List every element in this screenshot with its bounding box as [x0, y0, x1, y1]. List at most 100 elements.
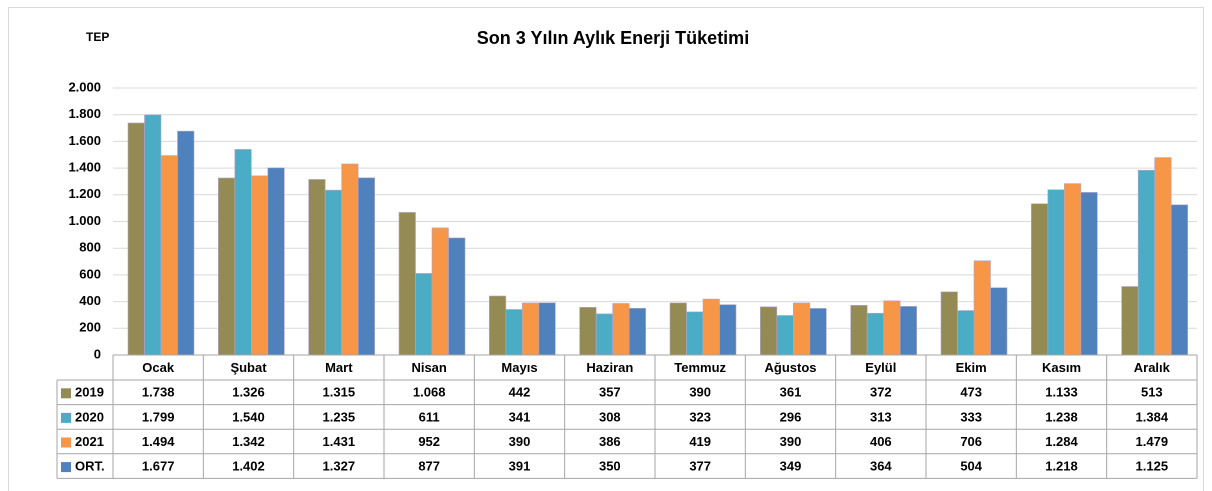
table-value: 442 — [509, 385, 531, 400]
y-tick-label: 1.200 — [68, 186, 101, 201]
bar — [760, 306, 778, 356]
bar — [538, 302, 556, 356]
table-value: 419 — [689, 434, 711, 449]
table-value: 952 — [418, 434, 440, 449]
bar — [1121, 286, 1139, 356]
bar — [308, 179, 326, 356]
y-tick-label: 1.800 — [68, 106, 101, 121]
x-tick-label: Temmuz — [674, 360, 726, 375]
bar — [448, 237, 466, 356]
table-value: 313 — [870, 409, 892, 424]
bar — [719, 304, 737, 356]
bar — [1137, 169, 1155, 356]
bar — [398, 212, 416, 356]
table-value: 357 — [599, 385, 621, 400]
table-value: 390 — [689, 385, 711, 400]
table-value: 1.738 — [142, 385, 175, 400]
y-tick-label: 400 — [79, 293, 101, 308]
table-value: 1.235 — [323, 409, 356, 424]
table-value: 706 — [960, 434, 982, 449]
table-value: 1.315 — [323, 385, 356, 400]
table-value: 1.238 — [1045, 409, 1078, 424]
table-value: 1.327 — [323, 459, 356, 474]
x-tick-label: Haziran — [586, 360, 633, 375]
chart-title: Son 3 Yılın Aylık Enerji Tüketimi — [477, 28, 749, 48]
bar — [686, 311, 704, 356]
bar — [793, 302, 811, 356]
bar — [324, 189, 342, 356]
bar — [809, 308, 827, 356]
bar — [579, 307, 597, 356]
bar — [612, 303, 630, 356]
x-tick-label: Kasım — [1042, 360, 1081, 375]
x-tick-label: Eylül — [865, 360, 896, 375]
bar — [251, 175, 269, 356]
bar — [1080, 192, 1098, 356]
table-value: 1.342 — [232, 434, 265, 449]
bar — [990, 287, 1008, 356]
bar — [1154, 157, 1172, 356]
x-tick-label: Mart — [325, 360, 353, 375]
table-value: 364 — [870, 459, 892, 474]
table-value: 406 — [870, 434, 892, 449]
bar — [160, 155, 178, 356]
bar — [357, 177, 375, 356]
bar — [883, 300, 901, 356]
table-value: 504 — [960, 459, 982, 474]
y-tick-label: 2.000 — [68, 79, 101, 94]
x-tick-label: Şubat — [230, 360, 267, 375]
table-value: 361 — [780, 385, 802, 400]
bar — [267, 167, 285, 356]
table-value: 391 — [509, 459, 531, 474]
legend-swatch — [61, 412, 71, 423]
legend-label: 2021 — [75, 434, 104, 449]
x-tick-label: Aralık — [1134, 360, 1171, 375]
table-value: 513 — [1141, 385, 1163, 400]
table-value: 323 — [689, 409, 711, 424]
legend-label: ORT. — [75, 459, 105, 474]
table-value: 296 — [780, 409, 802, 424]
bar — [341, 163, 359, 356]
bar — [866, 312, 884, 356]
bar — [973, 260, 991, 356]
bar — [431, 227, 449, 356]
table-value: 1.326 — [232, 385, 265, 400]
x-tick-label: Nisan — [411, 360, 446, 375]
x-tick-label: Mayıs — [501, 360, 537, 375]
table-value: 1.540 — [232, 409, 265, 424]
bar — [1170, 204, 1188, 356]
legend-swatch — [61, 437, 71, 448]
y-tick-label: 800 — [79, 240, 101, 255]
y-axis-label: TEP — [86, 30, 109, 44]
table-value: 1.494 — [142, 434, 175, 449]
table-value: 877 — [418, 459, 440, 474]
table-value: 308 — [599, 409, 621, 424]
table-value: 1.284 — [1045, 434, 1078, 449]
table-value: 1.125 — [1136, 459, 1169, 474]
y-tick-label: 200 — [79, 320, 101, 335]
table-value: 390 — [780, 434, 802, 449]
x-tick-label: Ağustos — [765, 360, 817, 375]
bar — [899, 306, 917, 356]
bar — [940, 291, 958, 356]
legend-swatch — [61, 388, 71, 399]
legend-label: 2019 — [75, 385, 104, 400]
bar — [595, 313, 613, 356]
table-value: 1.068 — [413, 385, 446, 400]
bar — [850, 305, 868, 356]
y-tick-label: 1.000 — [68, 213, 101, 228]
table-value: 390 — [509, 434, 531, 449]
table-value: 1.677 — [142, 459, 175, 474]
bar — [776, 315, 794, 356]
table-value: 333 — [960, 409, 982, 424]
bar — [489, 295, 507, 356]
table-value: 386 — [599, 434, 621, 449]
bar — [177, 130, 195, 356]
table-value: 1.402 — [232, 459, 265, 474]
y-tick-label: 1.400 — [68, 160, 101, 175]
bar — [127, 122, 145, 356]
bar — [1047, 189, 1065, 356]
bar — [957, 310, 975, 356]
table-value: 1.133 — [1045, 385, 1078, 400]
